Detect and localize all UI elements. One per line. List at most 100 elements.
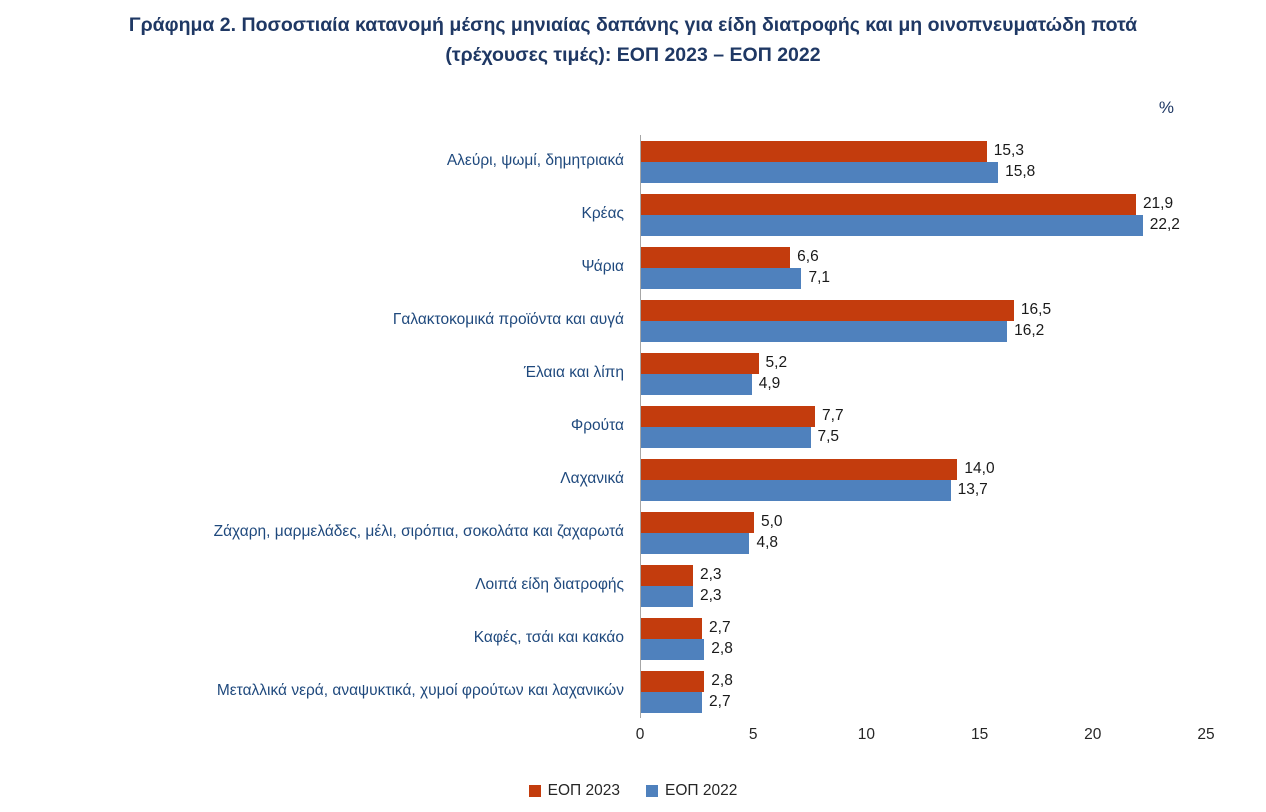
value-label: 7,1 bbox=[808, 269, 831, 286]
bar-group: 15,3 15,8 bbox=[640, 135, 1206, 188]
value-label: 7,7 bbox=[822, 407, 844, 424]
chart-row: Κρέας 21,9 22,2 bbox=[0, 188, 1266, 241]
bar-group: 2,3 2,3 bbox=[640, 559, 1206, 612]
bar-eop-2022 bbox=[641, 267, 802, 289]
legend-item: ΕΟΠ 2023 bbox=[528, 782, 620, 800]
chart-row: Ψάρια 6,6 7,1 bbox=[0, 241, 1266, 294]
value-label: 5,2 bbox=[765, 354, 788, 371]
value-label: 13,7 bbox=[957, 481, 988, 498]
value-label: 4,9 bbox=[758, 375, 781, 392]
bar-eop-2022 bbox=[641, 161, 999, 183]
chart-row: Λοιπά είδη διατροφής 2,3 2,3 bbox=[0, 559, 1266, 612]
bar-line: 7,5 bbox=[641, 426, 1206, 448]
bar-line: 13,7 bbox=[641, 479, 1206, 501]
legend: ΕΟΠ 2023 ΕΟΠ 2022 bbox=[0, 782, 1266, 800]
bar-line: 2,8 bbox=[641, 670, 1206, 692]
x-axis-tick-label: 10 bbox=[857, 726, 876, 743]
chart-row: Καφές, τσάι και κακάο 2,7 2,8 bbox=[0, 612, 1266, 665]
bar-line: 16,2 bbox=[641, 320, 1206, 342]
bar-line: 14,0 bbox=[641, 458, 1206, 480]
category-label: Ψάρια bbox=[581, 258, 624, 276]
x-axis-tick-label: 20 bbox=[1084, 726, 1102, 743]
category-label: Γαλακτοκομικά προϊόντα και αυγά bbox=[392, 311, 624, 329]
value-label: 15,3 bbox=[993, 142, 1024, 159]
bar-group: 5,0 4,8 bbox=[640, 506, 1206, 559]
value-label: 4,8 bbox=[756, 534, 779, 551]
bar-eop-2023 bbox=[641, 299, 1014, 321]
bar-eop-2022 bbox=[641, 532, 750, 554]
plot-area: Αλεύρι, ψωμί, δημητριακά 15,3 15,8 Κρέας 21,… bbox=[0, 135, 1266, 718]
value-label: 16,2 bbox=[1014, 322, 1045, 339]
bar-eop-2022 bbox=[641, 373, 752, 395]
bar-line: 21,9 bbox=[641, 193, 1206, 215]
bar-group: 14,0 13,7 bbox=[640, 453, 1206, 506]
value-label: 2,8 bbox=[711, 672, 733, 689]
bar-line: 7,7 bbox=[641, 405, 1206, 427]
bar-line: 16,5 bbox=[641, 299, 1206, 321]
bar-line: 2,8 bbox=[641, 638, 1206, 660]
category-label: Μεταλλικά νερά, αναψυκτικά, χυμοί φρούτω… bbox=[216, 682, 624, 700]
bar-eop-2022 bbox=[641, 638, 705, 660]
x-axis-tick-label: 5 bbox=[748, 726, 758, 743]
bar-eop-2023 bbox=[641, 564, 693, 586]
x-axis: 0 5 10 15 20 25 bbox=[636, 718, 1215, 752]
category-label: Καφές, τσάι και κακάο bbox=[473, 629, 624, 647]
legend-label: ΕΟΠ 2023 bbox=[547, 782, 620, 799]
legend-swatch-eop-2023 bbox=[528, 785, 541, 797]
bar-eop-2022 bbox=[641, 691, 703, 713]
bar-eop-2023 bbox=[641, 140, 987, 162]
chart-row: Ζάχαρη, μαρμελάδες, μέλι, σιρόπια, σοκολ… bbox=[0, 506, 1266, 559]
value-label: 21,9 bbox=[1142, 195, 1174, 212]
value-label: 7,5 bbox=[817, 428, 840, 445]
bar-group: 7,7 7,5 bbox=[640, 400, 1206, 453]
category-label: Αλεύρι, ψωμί, δημητριακά bbox=[446, 152, 624, 170]
chart-row: Φρούτα 7,7 7,5 bbox=[0, 400, 1266, 453]
legend-swatch-eop-2022 bbox=[646, 785, 658, 797]
bar-eop-2023 bbox=[641, 352, 759, 374]
x-axis-tick-label: 0 bbox=[635, 726, 645, 743]
bar-eop-2022 bbox=[641, 214, 1143, 236]
bar-eop-2023 bbox=[641, 617, 703, 639]
bar-eop-2022 bbox=[641, 479, 951, 501]
bar-line: 2,7 bbox=[641, 617, 1206, 639]
bar-eop-2023 bbox=[641, 511, 754, 533]
bar-line: 4,8 bbox=[641, 532, 1206, 554]
category-label: Ζάχαρη, μαρμελάδες, μέλι, σιρόπια, σοκολ… bbox=[213, 523, 624, 541]
bar-group: 2,8 2,7 bbox=[640, 665, 1206, 718]
bar-line: 6,6 bbox=[641, 246, 1206, 268]
value-label: 14,0 bbox=[964, 460, 995, 477]
bar-eop-2022 bbox=[641, 585, 693, 607]
category-label: Κρέας bbox=[581, 205, 625, 223]
bar-line: 2,7 bbox=[641, 691, 1206, 713]
bar-line: 22,2 bbox=[641, 214, 1206, 236]
value-label: 2,7 bbox=[709, 619, 731, 636]
value-label: 15,8 bbox=[1005, 163, 1036, 180]
x-axis-tick-label: 15 bbox=[970, 726, 989, 743]
category-label: Έλαια και λίπη bbox=[523, 364, 624, 382]
bar-group: 6,6 7,1 bbox=[640, 241, 1206, 294]
chart-row: Αλεύρι, ψωμί, δημητριακά 15,3 15,8 bbox=[0, 135, 1266, 188]
chart-row: Γαλακτοκομικά προϊόντα και αυγά 16,5 16,2 bbox=[0, 294, 1266, 347]
value-label: 2,3 bbox=[699, 566, 722, 583]
chart-row: Έλαια και λίπη 5,2 4,9 bbox=[0, 347, 1266, 400]
legend-item: ΕΟΠ 2022 bbox=[646, 782, 737, 800]
bar-line: 2,3 bbox=[641, 564, 1206, 586]
category-label: Φρούτα bbox=[570, 417, 624, 435]
bar-eop-2023 bbox=[641, 405, 816, 427]
bar-group: 16,5 16,2 bbox=[640, 294, 1206, 347]
category-label: Λαχανικά bbox=[560, 470, 624, 488]
bar-group: 5,2 4,9 bbox=[640, 347, 1206, 400]
value-label: 2,8 bbox=[711, 640, 733, 657]
bar-eop-2022 bbox=[641, 320, 1008, 342]
bar-eop-2023 bbox=[641, 458, 958, 480]
bar-eop-2023 bbox=[641, 246, 791, 268]
legend-label: ΕΟΠ 2022 bbox=[665, 782, 738, 799]
bar-line: 7,1 bbox=[641, 267, 1206, 289]
bar-eop-2023 bbox=[641, 193, 1136, 215]
bar-line: 2,3 bbox=[641, 585, 1206, 607]
percent-axis-unit-label: % bbox=[1158, 98, 1174, 117]
value-label: 22,2 bbox=[1149, 216, 1180, 233]
bar-line: 4,9 bbox=[641, 373, 1206, 395]
value-label: 2,3 bbox=[699, 587, 722, 604]
bar-line: 15,8 bbox=[641, 161, 1206, 183]
